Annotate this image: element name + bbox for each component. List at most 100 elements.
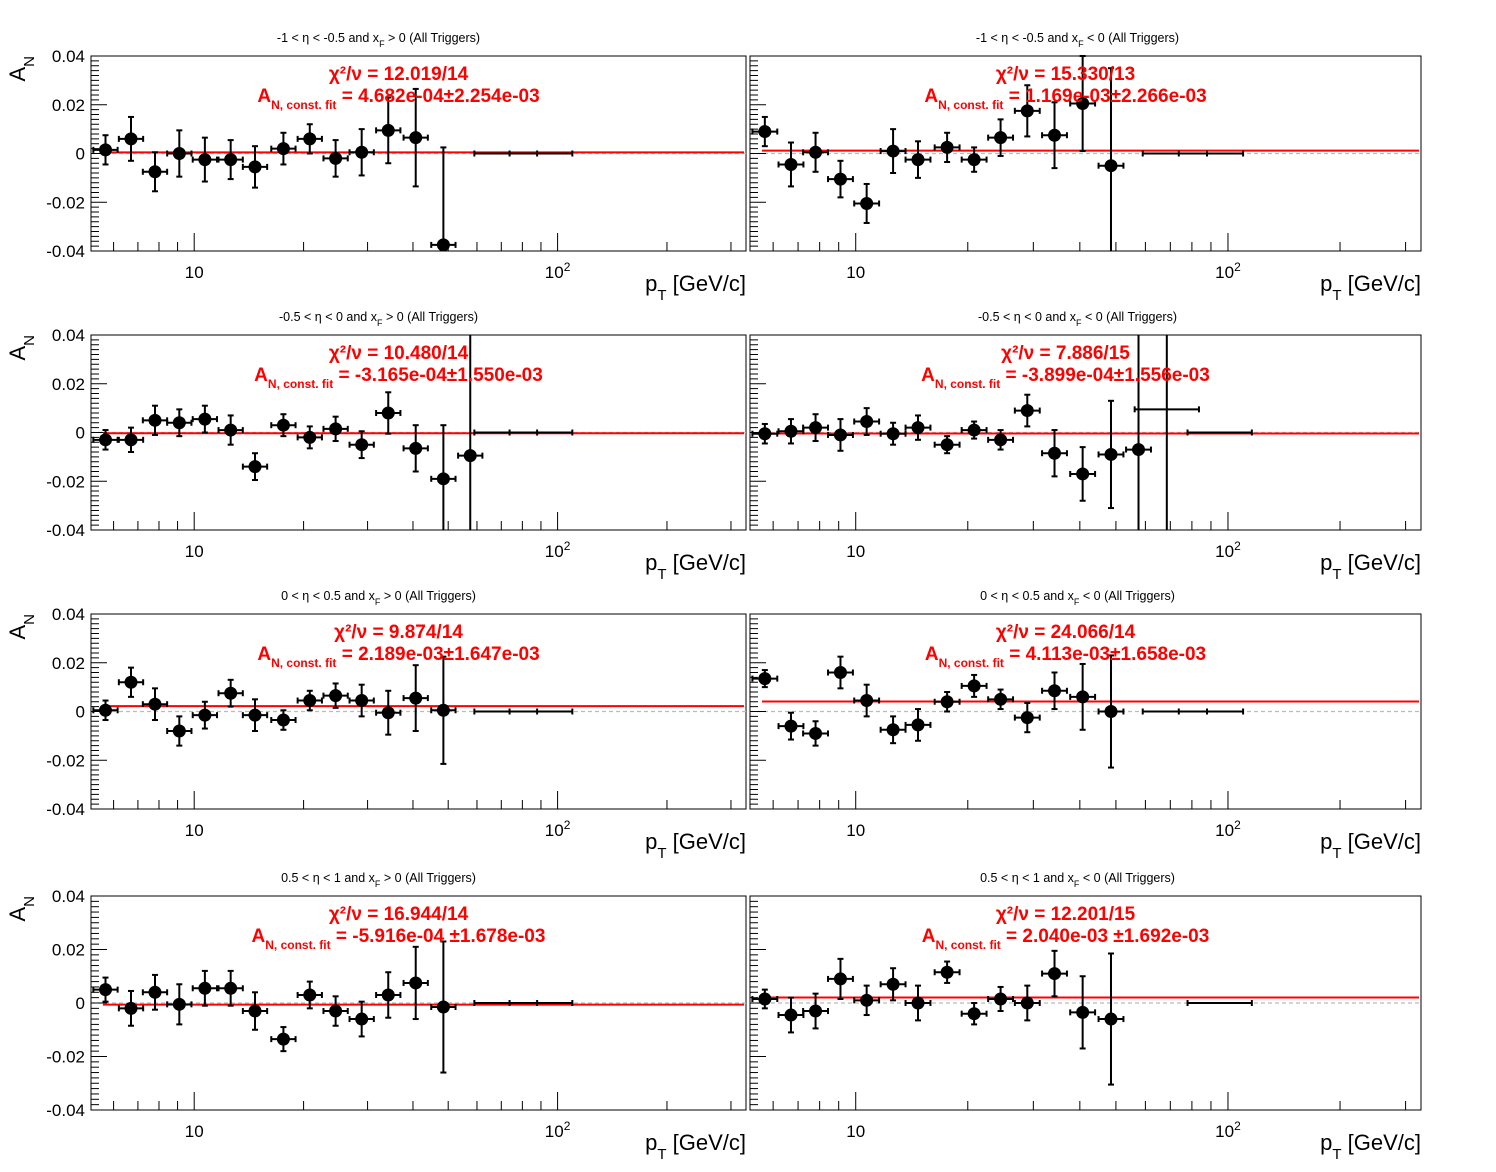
marker (886, 977, 900, 991)
marker (940, 438, 954, 452)
y-axis-label: AN (5, 614, 38, 640)
fit-an-text: AN, const. fit = 1.169e-03±2.266e-03 (924, 86, 1206, 112)
data-point (904, 708, 932, 742)
panel-title: 0.5 < η < 1 and xF > 0 (All Triggers) (281, 871, 476, 889)
marker (381, 988, 395, 1002)
x-axis-label: pT [GeV/c] (1320, 1130, 1421, 1163)
marker (224, 686, 238, 700)
panel-1: -1 < η < -0.5 and xF > 0 (All Triggers) 0… (5, 31, 747, 304)
fit-chi2-text: χ²/ν = 9.874/14 (334, 622, 463, 643)
y-tick-label: 0 (76, 703, 85, 722)
y-tick-label: 0.02 (52, 654, 85, 673)
marker (809, 421, 823, 435)
y-tick-label: 0.04 (52, 47, 85, 66)
marker (1020, 711, 1034, 725)
data-point (960, 673, 988, 698)
marker (355, 1012, 369, 1026)
data-point (827, 418, 854, 452)
data-point (117, 666, 145, 698)
marker (809, 726, 823, 740)
data-point (348, 430, 375, 460)
y-axis-label: AN (5, 335, 38, 361)
data-point (166, 983, 193, 1026)
marker (303, 988, 317, 1002)
data-point (1097, 952, 1125, 1086)
data-point (322, 682, 349, 709)
marker (1104, 705, 1118, 718)
y-tick-label: 0 (76, 994, 85, 1013)
y-tick-label: 0.02 (52, 96, 85, 115)
marker (381, 123, 395, 137)
y-tick-label: -0.04 (46, 521, 85, 540)
marker (994, 692, 1008, 706)
marker (994, 433, 1008, 447)
data-point (375, 689, 402, 736)
data-point (1013, 393, 1041, 428)
data-point (827, 655, 854, 690)
data-point (141, 151, 169, 193)
data-point (904, 414, 932, 441)
marker (98, 433, 112, 447)
data-point (348, 683, 375, 718)
data-point (1133, 335, 1200, 530)
marker (224, 423, 238, 437)
fit-chi2-text: χ²/ν = 10.480/14 (329, 343, 469, 364)
marker (1048, 128, 1062, 142)
marker (198, 708, 212, 722)
data-point (322, 139, 349, 178)
marker (860, 415, 874, 429)
marker (886, 723, 900, 737)
data-point (1013, 701, 1041, 734)
marker (198, 153, 212, 167)
data-point (402, 945, 429, 1021)
data-point (1041, 671, 1068, 711)
data-point (1186, 1000, 1253, 1006)
data-point (827, 957, 854, 1000)
data-point (241, 145, 269, 189)
marker (381, 406, 395, 420)
x-tick-label: 10 (185, 263, 204, 282)
x-tick-label: 102 (1215, 260, 1241, 282)
marker (355, 694, 369, 708)
data-point (141, 973, 169, 1011)
marker (329, 1004, 343, 1018)
data-point (217, 969, 244, 1007)
marker (436, 472, 450, 486)
data-point (879, 715, 907, 745)
marker (967, 423, 981, 437)
marker (809, 1004, 823, 1018)
marker (198, 981, 212, 995)
data-point (92, 699, 119, 722)
data-point (777, 996, 805, 1034)
data-point (348, 128, 375, 177)
data-point (402, 87, 429, 188)
data-point (217, 139, 244, 181)
marker (198, 412, 212, 426)
x-tick-label: 102 (545, 539, 571, 561)
data-point (375, 971, 402, 1019)
data-point (1041, 949, 1068, 998)
marker (172, 147, 186, 160)
panel-7: 0.5 < η < 1 and xF > 0 (All Triggers) 0.0… (5, 871, 747, 1163)
marker (758, 992, 772, 1006)
marker (833, 972, 847, 986)
data-point (296, 123, 323, 155)
data-point (1069, 446, 1097, 502)
marker (124, 675, 138, 689)
marker (967, 153, 981, 167)
marker (967, 679, 981, 693)
marker (98, 983, 112, 997)
marker (463, 449, 477, 463)
data-point (402, 664, 429, 732)
marker (224, 981, 238, 995)
data-point (933, 131, 961, 164)
marker (148, 697, 162, 711)
marker (1104, 159, 1118, 173)
data-point (751, 988, 779, 1010)
marker (1048, 446, 1062, 460)
data-point (270, 413, 297, 438)
marker (248, 1004, 262, 1018)
y-tick-label: 0.04 (52, 326, 85, 345)
panel-8: 0.5 < η < 1 and xF < 0 (All Triggers) 10 1… (749, 871, 1422, 1163)
data-point (987, 688, 1015, 711)
